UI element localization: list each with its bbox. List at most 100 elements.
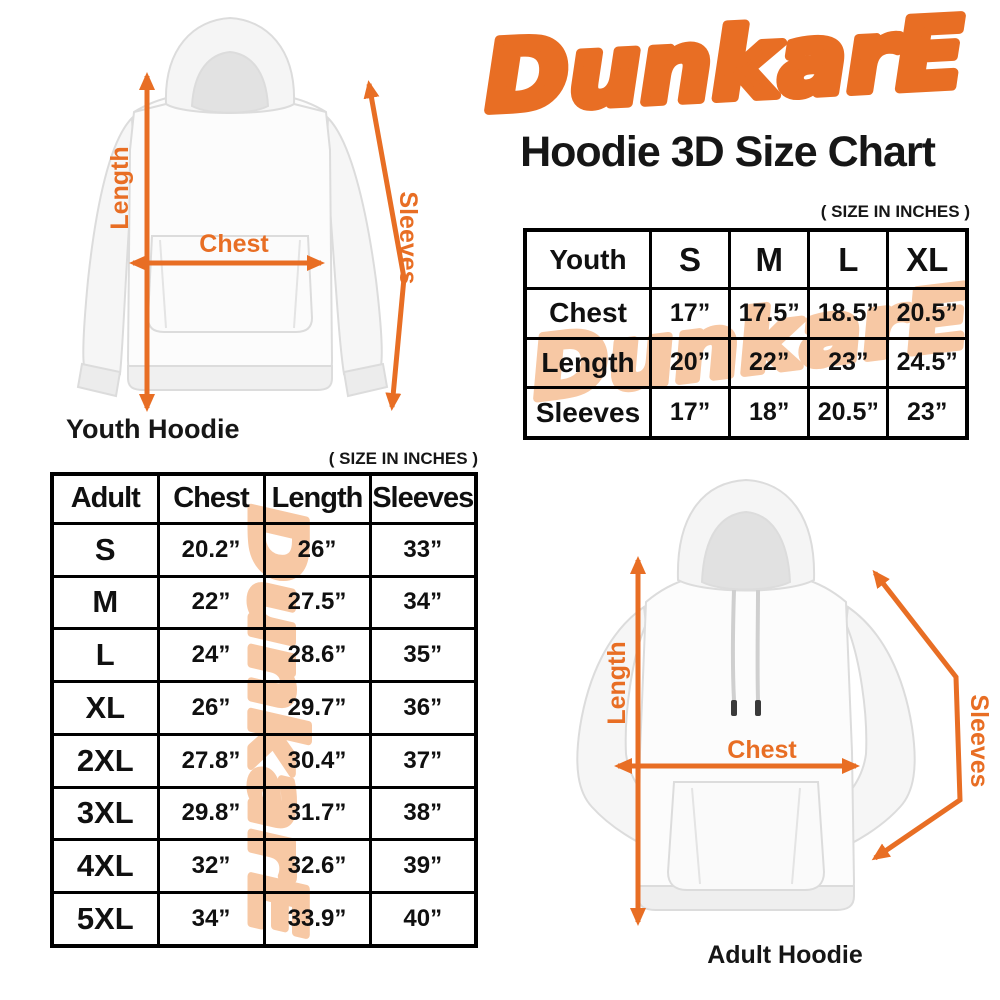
header-row: Youth S M L XL: [523, 228, 969, 291]
value-cell: 33.9”: [262, 891, 372, 948]
drawstring-aglet: [731, 700, 737, 716]
value-cell: 24”: [156, 627, 266, 684]
value-cell: 39”: [368, 838, 478, 894]
header-row: Adult Chest Length Sleeves: [50, 472, 478, 525]
row-label-cell: Length: [523, 336, 652, 390]
row-label-cell: S: [50, 521, 160, 578]
value-cell: 22”: [156, 574, 266, 631]
table-row: XL 26” 29.7” 36”: [50, 680, 478, 736]
table-row: M 22” 27.5” 34”: [50, 574, 478, 631]
hood-opening: [190, 50, 270, 114]
row-label-cell: XL: [50, 680, 160, 736]
adult-measurement-arrows: [614, 556, 963, 926]
value-cell: 37”: [368, 732, 478, 789]
table-row: Sleeves 17” 18” 20.5” 23”: [523, 386, 969, 440]
table-row: L 24” 28.6” 35”: [50, 627, 478, 684]
adult-size-table: Adult Chest Length Sleeves S 20.2” 26” 33” M 22” 2…: [50, 472, 478, 948]
value-cell: 36”: [368, 680, 478, 736]
value-cell: 35”: [368, 627, 478, 684]
value-cell: 27.5”: [262, 574, 372, 631]
value-cell: 31.7”: [262, 785, 372, 842]
row-label-cell: 4XL: [50, 838, 160, 894]
adult-measurement-labels: Length Chest Sleeves: [603, 641, 993, 787]
row-label-cell: 2XL: [50, 732, 160, 789]
header-cell: M: [728, 228, 811, 291]
youth-units-note: ( SIZE IN INCHES ): [820, 202, 970, 221]
header-cell: Length: [262, 472, 372, 525]
sleeves-label: Sleeves: [394, 191, 422, 284]
youth-hoodie-figure: Length Chest Sleeves: [0, 0, 460, 450]
value-cell: 28.6”: [262, 627, 372, 684]
youth-measurement-labels: Length Chest Sleeves: [106, 146, 422, 284]
value-cell: 38”: [368, 785, 478, 842]
value-cell: 33”: [368, 521, 478, 578]
table-row: 2XL 27.8” 30.4” 37”: [50, 732, 478, 789]
length-label: Length: [603, 641, 631, 724]
value-cell: 32”: [156, 838, 266, 894]
value-cell: 23”: [807, 336, 890, 390]
table-row: S 20.2” 26” 33”: [50, 521, 478, 578]
hem-band: [127, 365, 333, 391]
drawstrings: [730, 589, 760, 701]
header-cell: XL: [886, 228, 969, 291]
value-cell: 23”: [886, 386, 969, 440]
adult-hoodie-diagram: Length Chest Sleeves: [576, 478, 993, 926]
youth-measurement-arrows: [129, 72, 407, 412]
value-cell: 40”: [368, 891, 478, 948]
table-row: 4XL 32” 32.6” 39”: [50, 838, 478, 894]
chest-label: Chest: [727, 736, 797, 764]
header-cell: S: [648, 228, 732, 291]
header-cell: L: [807, 228, 890, 291]
pocket-seams: [159, 239, 301, 329]
youth-hoodie-caption: Youth Hoodie: [66, 414, 240, 444]
value-cell: 24.5”: [886, 336, 969, 390]
header-cell: Youth: [523, 228, 652, 291]
header-cell: Sleeves: [368, 472, 478, 525]
table-row: 3XL 29.8” 31.7” 38”: [50, 785, 478, 842]
length-label: Length: [106, 146, 134, 229]
value-cell: 32.6”: [262, 838, 372, 894]
size-table: Youth S M L XL Chest 17” 17.5” 18.5” 20.5” Length 2…: [523, 228, 969, 440]
value-cell: 26”: [156, 680, 266, 736]
adult-hoodie-caption: Adult Hoodie: [707, 941, 863, 969]
youth-hoodie-diagram: Length Chest Sleeves: [76, 16, 422, 412]
adult-hoodie-figure: Length Chest Sleeves: [488, 452, 1000, 948]
value-cell: 18.5”: [807, 287, 890, 340]
brand-logo-text: DunkarE: [482, 0, 967, 133]
value-cell: 20.5”: [886, 287, 969, 340]
row-label-cell: Sleeves: [523, 386, 652, 440]
row-label-cell: 5XL: [50, 891, 160, 948]
row-label-cell: 3XL: [50, 785, 160, 842]
kangaroo-pocket: [666, 781, 826, 891]
value-cell: 17.5”: [728, 287, 811, 340]
value-cell: 29.8”: [156, 785, 266, 842]
value-cell: 34”: [368, 574, 478, 631]
chest-label: Chest: [199, 230, 269, 258]
table-row: 5XL 34” 33.9” 40”: [50, 891, 478, 948]
value-cell: 29.7”: [262, 680, 372, 736]
left-cuff: [76, 362, 122, 398]
value-cell: 20”: [648, 336, 732, 390]
brand-logo-art: DunkarE: [478, 0, 972, 133]
brand-logo: DunkarE: [450, 0, 1000, 133]
adult-units-note: ( SIZE IN INCHES ): [328, 449, 478, 468]
table-row: Chest 17” 17.5” 18.5” 20.5”: [523, 287, 969, 340]
right-sleeve: [324, 115, 383, 376]
row-label-cell: Chest: [523, 287, 652, 340]
value-cell: 26”: [262, 521, 372, 578]
sleeves-arrow: [363, 80, 407, 411]
size-table: Adult Chest Length Sleeves S 20.2” 26” 33” M 22” 2…: [50, 472, 478, 948]
page-title: Hoodie 3D Size Chart: [520, 128, 936, 176]
value-cell: 17”: [648, 386, 732, 440]
header-cell: Adult: [50, 472, 160, 525]
youth-size-table: Youth S M L XL Chest 17” 17.5” 18.5” 20.5” Length 2…: [523, 228, 969, 440]
value-cell: 17”: [648, 287, 732, 340]
hood-opening: [700, 510, 792, 591]
sleeves-label: Sleeves: [965, 694, 993, 787]
value-cell: 34”: [156, 891, 266, 948]
value-cell: 20.2”: [156, 521, 266, 578]
header-cell: Chest: [156, 472, 266, 525]
value-cell: 20.5”: [807, 386, 890, 440]
value-cell: 18”: [728, 386, 811, 440]
